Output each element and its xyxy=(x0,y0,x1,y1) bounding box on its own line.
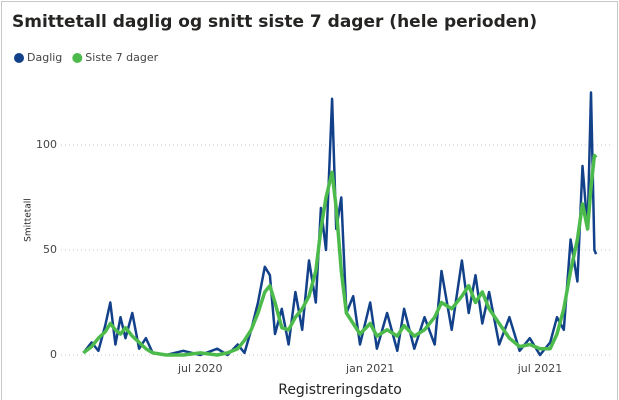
y-tick-label: 50 xyxy=(43,243,57,256)
y-axis-label: Smittetall xyxy=(24,198,34,242)
legend-label: Siste 7 dager xyxy=(85,51,158,64)
legend-label: Daglig xyxy=(27,51,62,64)
x-tick-label: jul 2020 xyxy=(177,362,223,375)
x-axis-label: Registreringsdato xyxy=(278,382,402,398)
line-series xyxy=(82,153,598,357)
legend-marker xyxy=(72,53,83,63)
x-tick-label: jul 2021 xyxy=(517,362,563,375)
line-series xyxy=(82,91,598,357)
chart-title: Smittetall daglig og snitt siste 7 dager… xyxy=(12,12,537,32)
y-tick-label: 100 xyxy=(36,138,57,151)
x-tick-label: jan 2021 xyxy=(345,362,394,375)
legend-marker xyxy=(14,53,24,63)
y-tick-label: 0 xyxy=(50,348,57,361)
